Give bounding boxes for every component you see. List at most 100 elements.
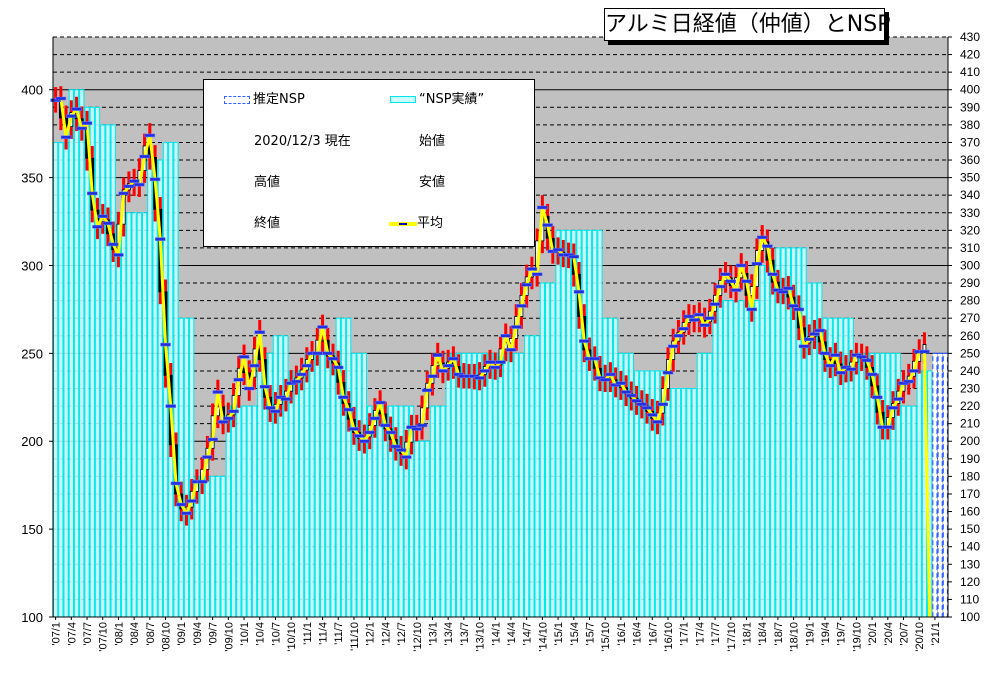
nsp-actual-bar <box>565 229 572 618</box>
nsp-actual-bar <box>911 405 917 618</box>
nsp-actual-bar <box>513 352 519 618</box>
nsp-actual-bar <box>445 352 451 618</box>
average-marker <box>736 263 747 268</box>
average-marker <box>694 312 705 317</box>
legend-as-of-date: 2020/12/3 現在 <box>254 134 351 149</box>
x-tick-label: '19/10 <box>851 622 863 652</box>
average-marker <box>149 177 161 182</box>
x-tick-label: '11/10 <box>349 622 361 651</box>
nsp-actual-bar <box>183 317 190 618</box>
x-tick-label: '12/1 <box>365 622 377 646</box>
right-tick-label: 390 <box>960 100 980 114</box>
average-marker <box>369 416 381 421</box>
x-tick-label: '17/4 <box>694 622 706 646</box>
average-marker <box>872 395 883 400</box>
nsp-actual-bar <box>346 317 352 618</box>
x-tick-label: '14/4 <box>506 622 518 646</box>
average-marker <box>542 223 553 227</box>
average-marker <box>238 355 250 359</box>
average-marker <box>233 377 245 382</box>
nsp-actual-bar <box>743 300 750 618</box>
x-tick-label: '19/7 <box>836 622 848 646</box>
nsp-actual-bar <box>702 352 708 618</box>
right-tick-label: 270 <box>960 311 980 325</box>
average-marker <box>160 342 171 347</box>
left-tick-label: 350 <box>21 171 43 186</box>
x-tick-label: '11/7 <box>333 622 345 645</box>
average-marker <box>66 114 77 118</box>
average-marker <box>217 420 229 424</box>
nsp-actual-bar <box>571 229 577 618</box>
average-marker <box>348 427 360 431</box>
nsp-actual-bar <box>147 159 153 618</box>
right-tick-label: 150 <box>960 522 980 536</box>
average-marker <box>804 337 815 342</box>
average-marker <box>662 370 674 375</box>
right-tick-label: 160 <box>960 505 980 519</box>
x-tick-label: '08/7 <box>145 622 157 646</box>
x-tick-label: '16/10 <box>663 622 675 652</box>
nsp-actual-bar <box>602 317 608 618</box>
x-tick-label: '13/4 <box>443 622 455 646</box>
nsp-actual-bar <box>476 352 483 618</box>
nsp-actual-bar <box>424 440 430 618</box>
average-marker <box>626 393 637 398</box>
nsp-actual-bar <box>665 388 671 618</box>
chart-title: アルミ日経値（仲値）とNSP <box>604 8 890 41</box>
nsp-actual-bar <box>550 282 556 618</box>
nsp-estimated-bar <box>937 352 943 618</box>
right-tick-label: 380 <box>960 118 980 132</box>
average-marker <box>715 284 726 289</box>
average-marker <box>259 385 271 389</box>
left-tick-label: 150 <box>21 522 43 537</box>
x-tick-label: '14/1 <box>490 622 502 646</box>
nsp-actual-bar <box>63 141 69 618</box>
nsp-actual-bar <box>435 405 441 618</box>
nsp-actual-bar <box>613 317 619 618</box>
right-tick-label: 170 <box>960 487 980 501</box>
average-marker <box>615 381 627 385</box>
average-marker <box>866 372 878 377</box>
right-tick-label: 400 <box>960 83 980 97</box>
nsp-actual-bar <box>738 300 744 618</box>
average-marker <box>144 133 156 138</box>
average-marker <box>264 406 276 410</box>
x-tick-label: '16/4 <box>632 622 644 646</box>
average-marker <box>374 400 386 405</box>
nsp-actual-bar <box>314 352 320 618</box>
right-tick-label: 190 <box>960 452 980 466</box>
x-tick-label: '18/1 <box>741 622 753 646</box>
x-tick-label: '16/7 <box>647 622 659 646</box>
average-marker <box>521 283 532 287</box>
average-marker <box>647 413 658 417</box>
average-marker <box>657 402 669 407</box>
nsp-actual-bar <box>492 352 498 618</box>
average-marker <box>887 406 899 410</box>
x-tick-label: '15/4 <box>569 622 581 646</box>
nsp-actual-bar <box>283 335 289 618</box>
x-tick-label: '11/1 <box>302 622 314 645</box>
average-marker <box>202 455 213 459</box>
nsp-actual-bar <box>126 212 132 618</box>
nsp-actual-bar <box>79 89 85 618</box>
nsp-actual-bar <box>199 475 205 618</box>
average-marker <box>746 307 757 312</box>
x-tick-label: '07/1 <box>51 622 63 646</box>
nsp-actual-bar <box>592 229 598 618</box>
nsp-actual-bar <box>94 106 101 618</box>
average-marker <box>495 360 506 364</box>
right-tick-label: 410 <box>960 65 980 79</box>
right-tick-label: 280 <box>960 294 980 308</box>
average-marker <box>390 444 402 449</box>
nsp-actual-bar <box>178 317 184 618</box>
nsp-actual-bar <box>215 475 221 618</box>
average-marker <box>641 406 653 410</box>
right-tick-label: 260 <box>960 329 980 343</box>
nsp-actual-bar <box>257 352 263 618</box>
nsp-actual-bar <box>278 335 284 618</box>
average-marker <box>71 107 82 111</box>
nsp-actual-bar <box>471 352 477 618</box>
average-marker <box>421 388 433 393</box>
nsp-actual-bar <box>131 212 137 618</box>
average-marker <box>411 427 423 431</box>
